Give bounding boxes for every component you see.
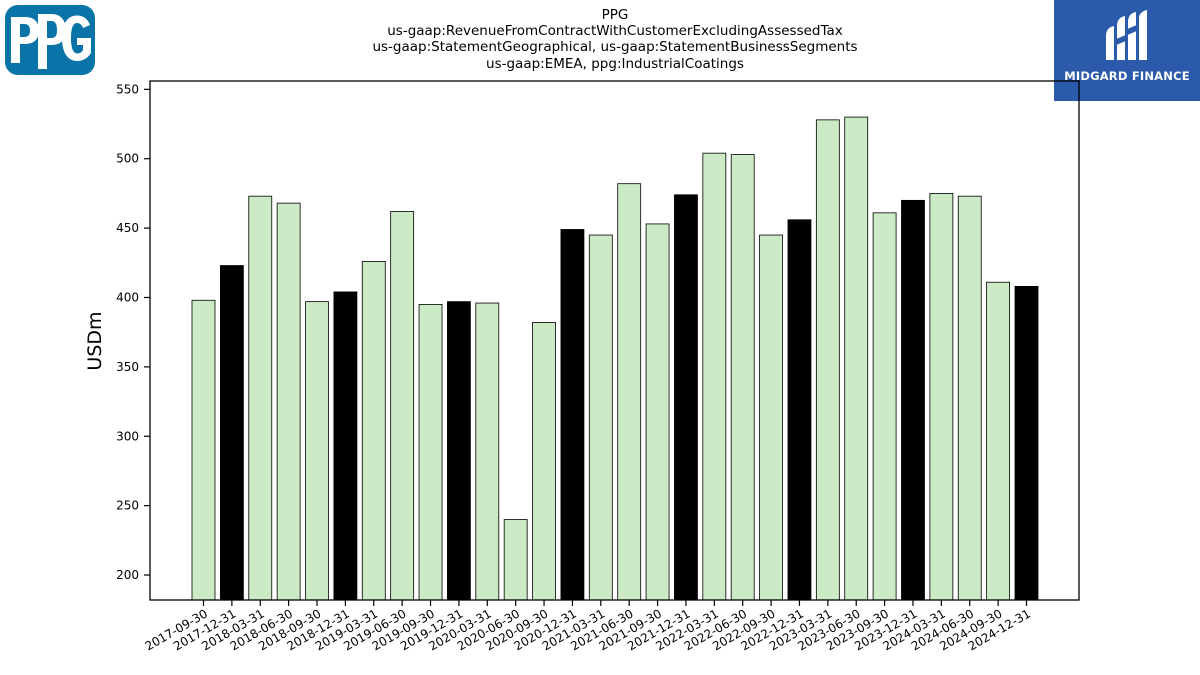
bar-2023-12-31 <box>901 199 925 601</box>
bar-2022-03-31 <box>702 152 727 601</box>
midgard-logo-text: MIDGARD FINANCE <box>1064 69 1190 83</box>
bar-2019-06-30 <box>390 211 415 601</box>
midgard-logo-mark <box>1106 10 1147 60</box>
bar-2020-03-31 <box>475 302 500 601</box>
bar-2017-09-30 <box>191 299 216 601</box>
bar-2024-12-31 <box>1014 285 1039 601</box>
bar-2024-09-30 <box>986 281 1011 601</box>
y-axis: 200 250 300 350 400 450 500 550 <box>116 82 150 582</box>
bar-2019-09-30 <box>418 304 443 601</box>
bar-2024-03-31 <box>929 192 954 601</box>
bar-2021-09-30 <box>645 223 670 601</box>
y-tick-label: 350 <box>116 360 139 374</box>
bar-2018-09-30 <box>305 301 329 601</box>
y-tick-label: 300 <box>116 429 139 443</box>
chart-title-line: PPG <box>601 7 629 23</box>
chart-title: PPG us-gaap:RevenueFromContractWithCusto… <box>300 7 930 72</box>
bar-2023-06-30 <box>844 116 869 601</box>
bar-2020-09-30 <box>532 322 556 601</box>
midgard-finance-logo: MIDGARD FINANCE <box>1054 0 1200 101</box>
bar-2017-12-31 <box>219 265 244 601</box>
bar-2018-06-30 <box>276 202 301 601</box>
bar-2021-12-31 <box>674 194 698 601</box>
bar-2019-03-31 <box>361 260 386 601</box>
bar-2021-06-30 <box>617 183 642 601</box>
bar-2020-06-30 <box>503 519 528 601</box>
bar-2022-12-31 <box>787 219 812 601</box>
bar-2022-06-30 <box>730 154 755 601</box>
ppg-logo <box>5 5 95 75</box>
bar-2018-03-31 <box>248 195 273 601</box>
y-tick-label: 500 <box>116 152 139 166</box>
y-tick-label: 400 <box>116 290 139 304</box>
y-tick-label: 550 <box>116 82 139 96</box>
chart-title-line: us-gaap:EMEA, ppg:IndustrialCoatings <box>486 55 744 72</box>
bar-2018-12-31 <box>333 291 358 601</box>
x-axis: 2017-09-302017-12-312018-03-312018-06-30… <box>143 600 1033 653</box>
chart-title-line: us-gaap:RevenueFromContractWithCustomerE… <box>387 23 843 40</box>
bar-2019-12-31 <box>447 301 471 601</box>
chart-title-line: us-gaap:StatementGeographical, us-gaap:S… <box>372 39 858 56</box>
bar-2021-03-31 <box>588 234 613 601</box>
y-tick-label: 200 <box>116 568 139 582</box>
plot-frame <box>149 80 1080 601</box>
bar-2023-03-31 <box>815 119 840 601</box>
y-tick-label: 450 <box>116 221 139 235</box>
bars-group <box>191 116 1039 601</box>
y-axis-label: USDm <box>84 311 106 370</box>
bar-2022-09-30 <box>759 234 783 601</box>
bar-2023-09-30 <box>872 212 897 601</box>
bar-2024-06-30 <box>957 195 982 601</box>
ppg-logo-mark <box>11 14 91 69</box>
bar-2020-12-31 <box>560 229 585 601</box>
y-tick-label: 250 <box>116 499 139 513</box>
